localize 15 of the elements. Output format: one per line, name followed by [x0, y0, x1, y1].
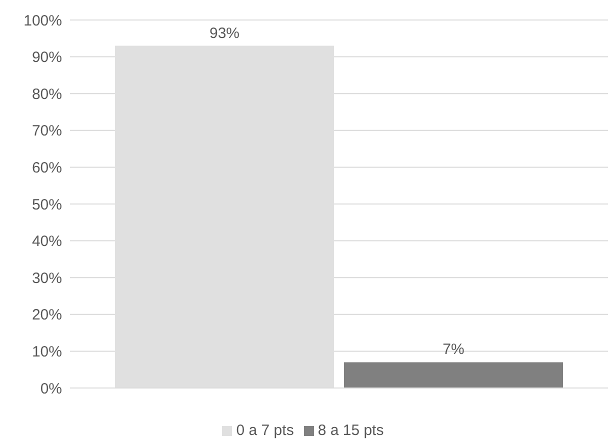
y-tick-label: 90% — [32, 49, 62, 66]
y-tick-label: 20% — [32, 306, 62, 324]
y-tick-label: 30% — [32, 270, 62, 287]
y-tick-label: 10% — [32, 344, 62, 361]
y-tick-label: 40% — [32, 233, 62, 250]
y-tick-label: 0% — [40, 380, 62, 398]
data-label: 7% — [442, 341, 464, 358]
legend-label: 0 a 7 pts — [236, 422, 294, 439]
y-tick-label: 50% — [32, 196, 62, 214]
y-tick-label: 70% — [32, 122, 62, 140]
y-tick-label: 100% — [24, 12, 62, 30]
legend-label: 8 a 15 pts — [318, 422, 384, 439]
y-tick-label: 80% — [32, 86, 62, 103]
y-tick-label: 60% — [32, 160, 62, 177]
data-label: 93% — [209, 24, 240, 42]
